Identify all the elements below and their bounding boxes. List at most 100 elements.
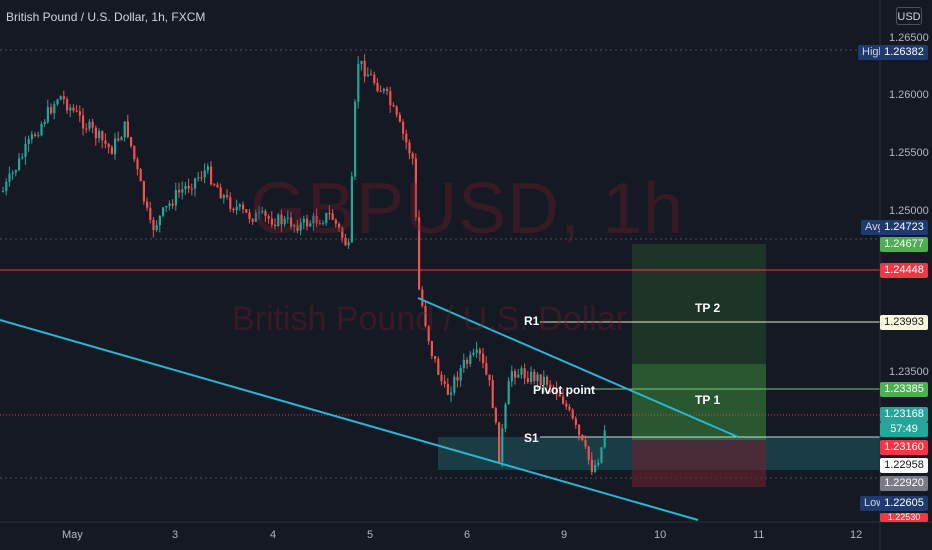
x-tick: 9 bbox=[561, 529, 568, 541]
candle-body bbox=[318, 223, 321, 225]
low-price-tag: 1.22605 bbox=[880, 496, 928, 511]
candle-body bbox=[530, 371, 533, 383]
candle-body bbox=[504, 404, 507, 429]
candle-body bbox=[546, 376, 549, 385]
candle-body bbox=[178, 189, 181, 193]
candle-body bbox=[395, 106, 398, 115]
candle-body bbox=[347, 242, 350, 246]
tp1-price-tag: 1.23385 bbox=[880, 382, 928, 397]
candle-body bbox=[286, 217, 289, 219]
candle-body bbox=[293, 224, 296, 228]
bottom-price-tag: 1.22530 bbox=[880, 513, 928, 522]
candle-body bbox=[146, 201, 149, 208]
candle-body bbox=[174, 189, 177, 206]
candle-body bbox=[603, 430, 606, 448]
candle-body bbox=[338, 223, 341, 228]
candle-body bbox=[594, 465, 597, 472]
candle-body bbox=[171, 203, 174, 206]
candle-body bbox=[334, 219, 337, 224]
candle-body bbox=[366, 74, 369, 77]
red-line-price-tag: 1.24448 bbox=[880, 263, 928, 278]
candle-body bbox=[414, 158, 417, 218]
watermark-description: British Pound / U.S. Dollar bbox=[232, 300, 627, 338]
tp2-label[interactable]: TP 2 bbox=[695, 301, 721, 315]
candle-body bbox=[277, 214, 280, 227]
candle-body bbox=[405, 133, 408, 143]
candle-body bbox=[235, 206, 238, 211]
candle-body bbox=[21, 156, 24, 159]
candle-body bbox=[402, 121, 405, 134]
candle-body bbox=[50, 107, 53, 114]
current-price-tag: 1.23168 bbox=[880, 407, 928, 422]
pivot-point-label[interactable]: Pivot point bbox=[533, 383, 595, 397]
candle-body bbox=[498, 422, 501, 462]
candle-body bbox=[283, 218, 286, 225]
candle-body bbox=[82, 115, 85, 129]
candle-body bbox=[30, 134, 33, 140]
candle-body bbox=[542, 376, 545, 385]
candle-body bbox=[155, 225, 158, 230]
candle-body bbox=[510, 371, 513, 382]
symbol-title[interactable]: British Pound / U.S. Dollar, 1h, FXCM bbox=[6, 10, 206, 24]
candle-body bbox=[350, 176, 353, 243]
candle-body bbox=[565, 403, 568, 407]
candle-body bbox=[98, 131, 101, 139]
tp1-zone[interactable] bbox=[632, 364, 766, 440]
currency-button[interactable]: USD bbox=[896, 7, 922, 25]
y-tick: 1.25500 bbox=[889, 147, 929, 159]
r1-price-tag: 1.23993 bbox=[880, 315, 928, 330]
candle-body bbox=[59, 96, 62, 100]
candle-body bbox=[306, 218, 309, 227]
bar-countdown: 57:49 bbox=[880, 422, 928, 437]
candle-body bbox=[261, 211, 264, 213]
candle-body bbox=[219, 187, 222, 199]
candle-body bbox=[62, 96, 65, 100]
r1-label[interactable]: R1 bbox=[524, 314, 540, 328]
s1-label[interactable]: S1 bbox=[524, 431, 539, 445]
candle-body bbox=[430, 341, 433, 356]
candle-body bbox=[210, 166, 213, 185]
candle-body bbox=[357, 63, 360, 102]
candle-body bbox=[517, 374, 520, 378]
candle-body bbox=[309, 223, 312, 227]
candle-body bbox=[78, 111, 81, 116]
candle-body bbox=[91, 121, 94, 128]
candle-body bbox=[469, 354, 472, 364]
candle-body bbox=[526, 378, 529, 383]
candle-body bbox=[571, 409, 574, 419]
upper-trendline[interactable] bbox=[417, 297, 739, 438]
candlestick-series bbox=[2, 54, 606, 476]
tp1-label[interactable]: TP 1 bbox=[695, 393, 721, 407]
stop-zone[interactable] bbox=[632, 440, 766, 487]
candle-body bbox=[437, 358, 440, 375]
candle-body bbox=[597, 462, 600, 466]
candle-body bbox=[453, 376, 456, 393]
candle-body bbox=[549, 384, 552, 388]
candle-body bbox=[434, 355, 437, 359]
candle-body bbox=[270, 218, 273, 225]
candle-body bbox=[587, 446, 590, 460]
candle-body bbox=[107, 143, 110, 148]
candle-body bbox=[37, 135, 40, 137]
candle-body bbox=[200, 177, 203, 179]
candle-body bbox=[491, 380, 494, 409]
candle-body bbox=[520, 368, 523, 375]
candle-body bbox=[322, 223, 325, 225]
y-tick: 1.25000 bbox=[889, 205, 929, 217]
watermark-symbol: GBPUSD, 1h bbox=[250, 169, 685, 249]
candle-body bbox=[379, 91, 382, 93]
lower-trendline[interactable] bbox=[0, 319, 699, 521]
x-tick: May bbox=[62, 529, 83, 541]
candle-body bbox=[344, 237, 347, 246]
candle-body bbox=[507, 381, 510, 405]
candle-body bbox=[226, 195, 229, 198]
avg-price-tag: 1.24723 bbox=[880, 220, 928, 235]
tp2-zone[interactable] bbox=[632, 244, 766, 364]
candle-body bbox=[184, 185, 187, 190]
candle-body bbox=[555, 388, 558, 395]
candle-body bbox=[254, 212, 257, 222]
candle-body bbox=[85, 128, 88, 130]
candle-body bbox=[222, 195, 225, 199]
candle-body bbox=[139, 169, 142, 182]
